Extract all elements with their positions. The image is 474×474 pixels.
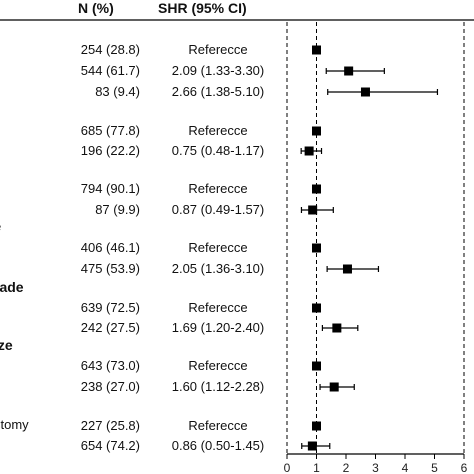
group-label: rade bbox=[0, 279, 24, 295]
x-tick-label: 1 bbox=[313, 461, 320, 474]
point-estimate bbox=[312, 126, 321, 136]
shr-cell: Referecce bbox=[188, 300, 248, 315]
n-cell: 83 (9.4) bbox=[95, 84, 140, 99]
n-cell: 238 (27.0) bbox=[80, 379, 140, 394]
shr-cell: Referecce bbox=[188, 42, 248, 57]
point-estimate bbox=[304, 146, 314, 156]
group-label: ctomy bbox=[0, 417, 29, 432]
point-estimate bbox=[307, 441, 317, 451]
n-cell: 643 (73.0) bbox=[80, 358, 140, 373]
x-tick-label: 0 bbox=[284, 461, 291, 474]
shr-cell: 0.86 (0.50-1.45) bbox=[171, 438, 265, 453]
n-cell: 227 (25.8) bbox=[80, 418, 140, 433]
shr-cell: Referecce bbox=[188, 181, 248, 196]
n-cell: 242 (27.5) bbox=[80, 320, 140, 335]
n-cell: 654 (74.2) bbox=[80, 438, 140, 453]
shr-cell: 0.87 (0.49-1.57) bbox=[171, 202, 265, 217]
group-label: ize bbox=[0, 337, 13, 353]
point-estimate bbox=[342, 264, 352, 274]
point-estimate bbox=[312, 361, 321, 371]
n-cell: 685 (77.8) bbox=[80, 123, 140, 138]
x-tick-label: 5 bbox=[431, 461, 438, 474]
point-estimate bbox=[332, 323, 342, 333]
x-tick-label: 6 bbox=[461, 461, 468, 474]
point-estimate bbox=[360, 87, 370, 97]
n-cell: 639 (72.5) bbox=[80, 300, 140, 315]
n-cell: 544 (61.7) bbox=[80, 63, 140, 78]
point-estimate bbox=[312, 303, 321, 313]
x-tick-label: 4 bbox=[402, 461, 409, 474]
group-label: e bbox=[0, 219, 1, 234]
n-cell: 475 (53.9) bbox=[80, 261, 140, 276]
n-cell: 254 (28.8) bbox=[80, 42, 140, 57]
x-tick-label: 2 bbox=[343, 461, 350, 474]
shr-cell: 1.69 (1.20-2.40) bbox=[171, 320, 265, 335]
n-cell: 196 (22.2) bbox=[80, 143, 140, 158]
shr-cell: 1.60 (1.12-2.28) bbox=[171, 379, 265, 394]
shr-cell: 2.05 (1.36-3.10) bbox=[171, 261, 265, 276]
point-estimate bbox=[329, 382, 339, 392]
point-estimate bbox=[344, 66, 354, 76]
point-estimate bbox=[312, 45, 321, 55]
point-estimate bbox=[308, 205, 318, 215]
x-tick-label: 3 bbox=[372, 461, 379, 474]
n-cell: 87 (9.9) bbox=[95, 202, 140, 217]
shr-cell: Referecce bbox=[188, 358, 248, 373]
shr-cell: Referecce bbox=[188, 123, 248, 138]
point-estimate bbox=[312, 421, 321, 431]
shr-cell: 2.09 (1.33-3.30) bbox=[171, 63, 265, 78]
n-cell: 794 (90.1) bbox=[80, 181, 140, 196]
shr-cell: 2.66 (1.38-5.10) bbox=[171, 84, 265, 99]
point-estimate bbox=[312, 243, 321, 253]
n-column-header: N (%) bbox=[78, 0, 114, 16]
point-estimate bbox=[312, 184, 321, 194]
shr-column-header: SHR (95% CI) bbox=[158, 0, 247, 16]
shr-cell: 0.75 (0.48-1.17) bbox=[171, 143, 265, 158]
shr-cell: Referecce bbox=[188, 240, 248, 255]
n-cell: 406 (46.1) bbox=[80, 240, 140, 255]
shr-cell: Referecce bbox=[188, 418, 248, 433]
